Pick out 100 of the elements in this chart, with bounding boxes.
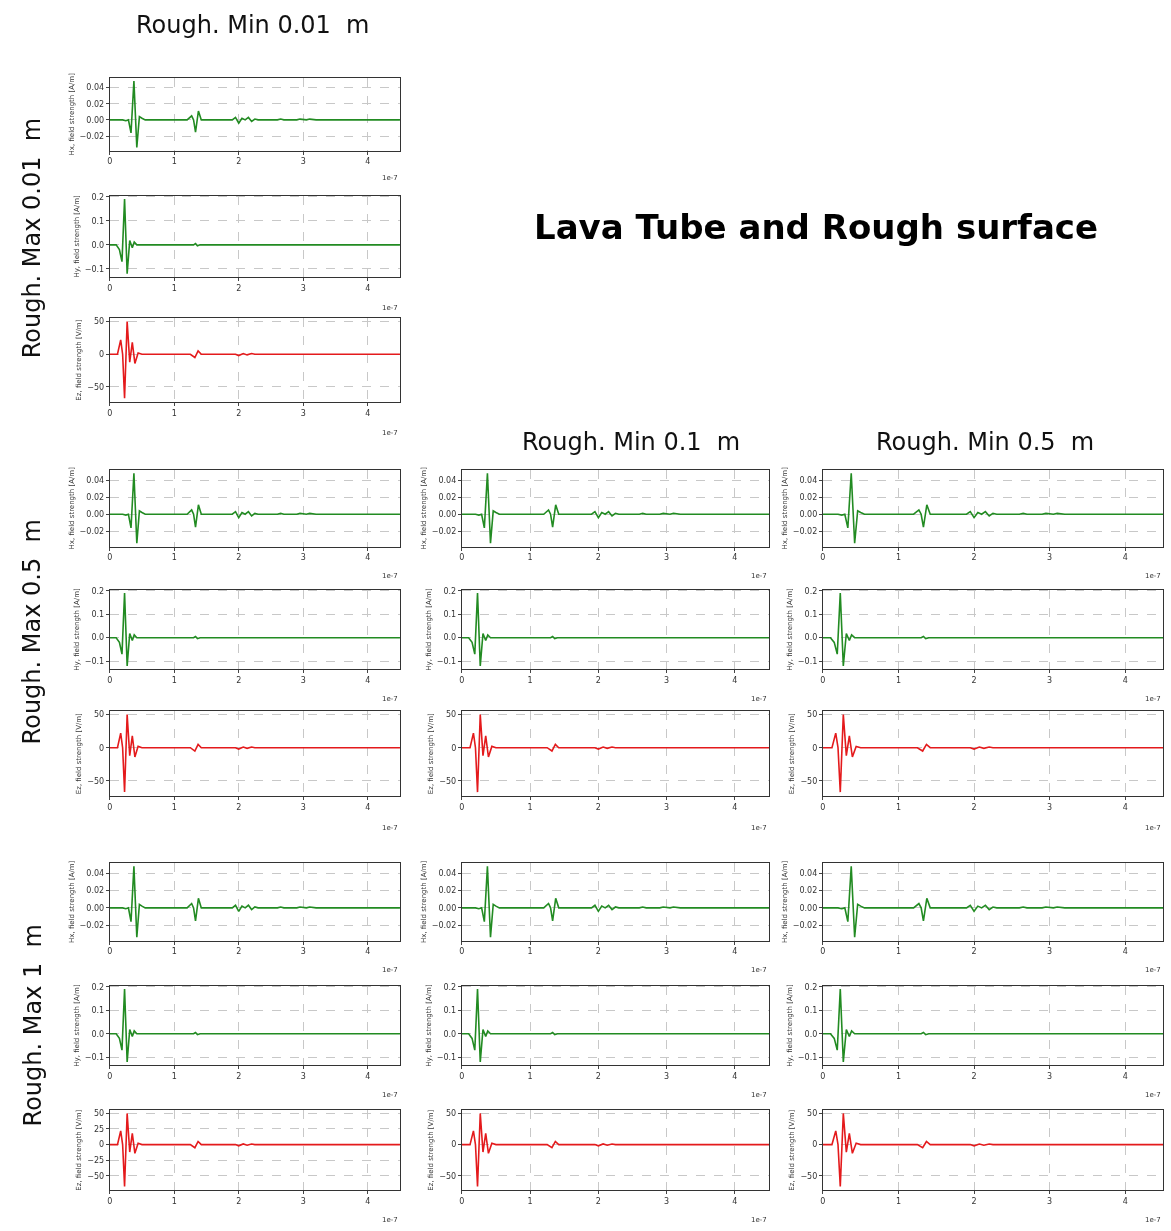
x-tick-label: 4 [1122,802,1128,812]
x-tick-label: 4 [365,283,371,293]
line-series [822,472,1164,545]
x-tick-label: 4 [1122,1072,1128,1081]
x-tick-label: 0 [107,283,113,293]
y-tick-label: 0.00 [438,903,457,913]
x-tick-label: 1 [895,802,902,812]
x-tick-label: 2 [236,675,242,685]
y-tick-label: −50 [87,1171,105,1181]
y-tick-label: 0.02 [799,492,818,502]
y-tick-label: 0.2 [443,586,457,596]
x-tick-label: 4 [365,802,371,812]
x-tick-label: 1 [171,1196,177,1206]
y-tick-label: 50 [446,1109,457,1119]
y-tick-label: 0.00 [86,903,105,913]
x-tick-label: 4 [732,1072,738,1081]
x-tick-label: 0 [820,553,826,563]
x-tick-label: 2 [595,1072,601,1081]
x-tick-label: 0 [459,675,465,685]
y-tick-label: 0.2 [91,586,105,596]
y-tick-label: 0.0 [91,633,105,643]
x-tick-label: 4 [732,553,738,563]
x-tick-label: 0 [107,157,113,167]
x-tick-label: 1 [527,802,533,812]
y-tick-label: −50 [87,382,105,392]
x-tick-label: 1 [895,1196,902,1206]
y-tick-label: 50 [807,1109,818,1119]
y-tick-label: 0 [99,350,105,360]
text: Rough. Min 0.01 m [136,11,370,39]
y-tick-label: 0 [812,1140,818,1150]
x-tick-label: 2 [236,1072,242,1081]
x-tick-label: 2 [236,1196,242,1206]
y-tick-label: −0.02 [792,920,818,930]
y-tick-label: −0.1 [84,1052,105,1062]
x-tick-label: 1 [895,1072,902,1081]
x-tick-label: 3 [300,947,306,957]
line-series [822,713,1164,793]
x-tick-label: 0 [459,802,465,812]
y-tick-label: 25 [93,1124,105,1134]
x-tick-label: 3 [300,408,306,418]
y-tick-label: −0.02 [431,527,457,537]
y-tick-label: 50 [93,1109,105,1119]
x-tick-label: 4 [732,1196,738,1206]
x-tick-label: 3 [664,553,670,563]
x-tick-label: 1 [171,553,177,563]
y-tick-label: −0.1 [436,656,457,666]
x-tick-label: 3 [1047,553,1053,563]
y-tick-label: 0.04 [86,475,105,485]
x-tick-label: 0 [107,802,113,812]
text: Rough. Min 0.5 m [876,428,1095,456]
y-tick-label: 0.2 [804,982,818,992]
x-tick-label: 2 [236,408,242,418]
x-tick-label: 3 [664,947,670,957]
x-tick-label: 1 [527,1196,533,1206]
x-tick-label: 0 [107,408,113,418]
x-tick-label: 2 [971,1072,977,1081]
y-tick-label: 0.04 [799,869,818,879]
x-tick-label: 3 [300,802,306,812]
x-tick-label: 3 [664,1196,670,1206]
x-tick-label: 4 [1122,947,1128,957]
x-tick-label: 1 [895,675,902,685]
x-tick-label: 4 [732,802,738,812]
x-tick-label: 1 [527,1072,533,1081]
y-tick-label: 0 [451,1140,457,1150]
x-tick-label: 3 [1047,802,1053,812]
line-series [109,988,400,1063]
y-tick-label: 0.1 [91,610,105,620]
x-tick-label: 2 [236,553,242,563]
x-tick-label: 3 [1047,1196,1053,1206]
x-tick-label: 4 [732,675,738,685]
y-tick-label: 0.02 [86,99,105,109]
y-tick-label: −0.02 [79,131,105,141]
y-tick-label: 0.04 [799,475,818,485]
x-tick-label: 1 [171,1072,177,1081]
x-tick-label: 3 [300,1072,306,1081]
y-tick-label: 0.00 [438,510,457,520]
y-tick-label: −0.1 [797,1052,818,1062]
y-tick-label: 0.2 [804,586,818,596]
y-tick-label: 0 [99,1140,105,1150]
y-tick-label: 0.2 [91,982,105,992]
y-tick-label: 0.0 [804,1029,818,1039]
x-tick-label: 3 [664,675,670,685]
line-series [822,592,1164,667]
x-tick-label: 4 [1122,553,1128,563]
x-tick-label: 2 [236,157,242,167]
x-tick-label: 3 [1047,947,1053,957]
y-tick-label: −25 [87,1155,105,1165]
y-tick-label: 0.2 [91,192,105,202]
x-tick-label: 2 [595,675,601,685]
line-series [109,198,400,275]
x-tick-label: 3 [1047,675,1053,685]
text: Rough. Max 0.01 m [18,117,47,359]
x-tick-label: 0 [820,802,826,812]
line-series [461,713,770,793]
y-tick-label: 0.0 [804,633,818,643]
y-tick-label: −50 [439,1171,457,1181]
y-tick-label: 0.1 [804,610,818,620]
y-tick-label: −0.02 [431,920,457,930]
x-tick-label: 3 [300,675,306,685]
text: Rough. Max 1 m [19,924,48,1127]
